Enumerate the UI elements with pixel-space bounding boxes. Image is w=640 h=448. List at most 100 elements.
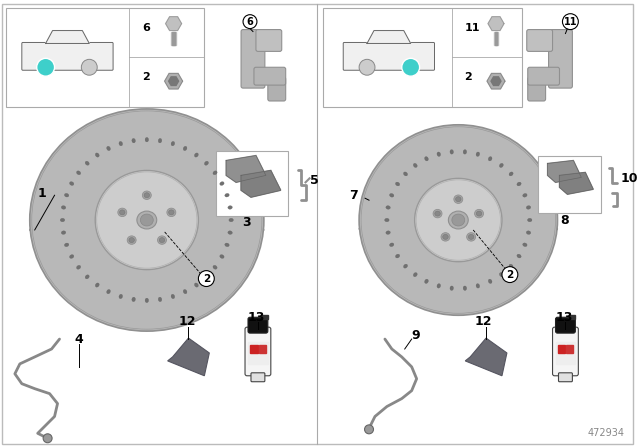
Ellipse shape [415, 178, 502, 262]
Ellipse shape [229, 218, 234, 222]
Ellipse shape [171, 142, 175, 146]
FancyBboxPatch shape [528, 77, 545, 101]
Bar [570, 315, 575, 319]
Bar [259, 345, 266, 353]
Ellipse shape [450, 150, 454, 154]
Text: 2: 2 [142, 72, 150, 82]
Ellipse shape [488, 157, 492, 161]
Text: 8: 8 [561, 214, 569, 227]
Text: 6: 6 [246, 17, 253, 26]
Ellipse shape [467, 233, 476, 241]
Ellipse shape [403, 264, 408, 268]
Ellipse shape [509, 172, 513, 176]
Ellipse shape [65, 194, 69, 197]
Polygon shape [45, 30, 89, 43]
Ellipse shape [527, 218, 532, 222]
FancyBboxPatch shape [6, 8, 204, 107]
Ellipse shape [77, 265, 81, 269]
Ellipse shape [433, 209, 442, 218]
Ellipse shape [450, 286, 454, 290]
Circle shape [402, 58, 420, 76]
Ellipse shape [526, 231, 531, 234]
Ellipse shape [132, 297, 136, 302]
Ellipse shape [157, 236, 166, 244]
Ellipse shape [359, 218, 557, 239]
Ellipse shape [120, 210, 125, 215]
Ellipse shape [95, 153, 99, 157]
Circle shape [365, 425, 374, 434]
Ellipse shape [118, 208, 127, 216]
Polygon shape [164, 73, 182, 89]
Ellipse shape [145, 298, 148, 302]
Ellipse shape [437, 284, 440, 288]
Bar [557, 345, 566, 353]
Ellipse shape [456, 197, 461, 202]
Circle shape [36, 58, 54, 76]
Ellipse shape [65, 243, 69, 247]
Ellipse shape [396, 254, 400, 258]
Text: 5: 5 [310, 174, 318, 187]
Polygon shape [548, 160, 581, 182]
Ellipse shape [225, 194, 229, 197]
Circle shape [243, 15, 257, 29]
Ellipse shape [85, 161, 89, 165]
Ellipse shape [137, 211, 157, 229]
Ellipse shape [396, 182, 400, 186]
Text: 2: 2 [506, 270, 513, 280]
Polygon shape [487, 73, 505, 89]
Circle shape [43, 434, 52, 443]
Polygon shape [241, 170, 281, 197]
Ellipse shape [386, 206, 390, 209]
Ellipse shape [29, 218, 264, 242]
Circle shape [563, 14, 579, 30]
Ellipse shape [452, 214, 465, 226]
Ellipse shape [449, 211, 468, 229]
FancyBboxPatch shape [256, 30, 282, 52]
Ellipse shape [517, 254, 521, 258]
Ellipse shape [523, 194, 527, 197]
Polygon shape [465, 338, 507, 376]
Ellipse shape [195, 153, 198, 157]
Text: 11: 11 [464, 22, 480, 33]
Ellipse shape [213, 265, 217, 269]
Bar [262, 315, 268, 319]
FancyBboxPatch shape [251, 373, 265, 382]
Text: 2: 2 [464, 72, 472, 82]
FancyBboxPatch shape [538, 155, 601, 213]
Ellipse shape [499, 272, 503, 277]
Ellipse shape [220, 182, 224, 185]
Ellipse shape [220, 254, 224, 258]
Ellipse shape [29, 109, 264, 331]
Ellipse shape [424, 157, 428, 161]
Ellipse shape [476, 284, 479, 288]
Ellipse shape [158, 138, 162, 143]
FancyBboxPatch shape [254, 67, 285, 85]
Ellipse shape [476, 211, 482, 216]
Text: 9: 9 [412, 328, 420, 342]
Text: 2: 2 [203, 274, 210, 284]
Polygon shape [166, 17, 182, 30]
Ellipse shape [77, 171, 81, 175]
Ellipse shape [403, 172, 408, 176]
Polygon shape [491, 77, 501, 86]
Ellipse shape [142, 191, 151, 199]
Ellipse shape [158, 297, 162, 302]
Text: 11: 11 [564, 17, 577, 26]
Ellipse shape [424, 279, 428, 284]
Ellipse shape [413, 272, 417, 277]
Ellipse shape [526, 206, 531, 209]
Ellipse shape [475, 209, 484, 218]
Text: 4: 4 [74, 332, 83, 345]
Ellipse shape [435, 211, 440, 216]
Ellipse shape [468, 234, 474, 239]
Ellipse shape [183, 289, 187, 294]
Ellipse shape [509, 264, 513, 268]
Ellipse shape [129, 237, 134, 242]
Ellipse shape [476, 152, 479, 156]
Ellipse shape [228, 231, 232, 234]
FancyBboxPatch shape [323, 8, 522, 107]
Ellipse shape [119, 294, 122, 299]
Ellipse shape [132, 138, 136, 143]
Ellipse shape [140, 214, 153, 226]
Polygon shape [169, 77, 179, 86]
